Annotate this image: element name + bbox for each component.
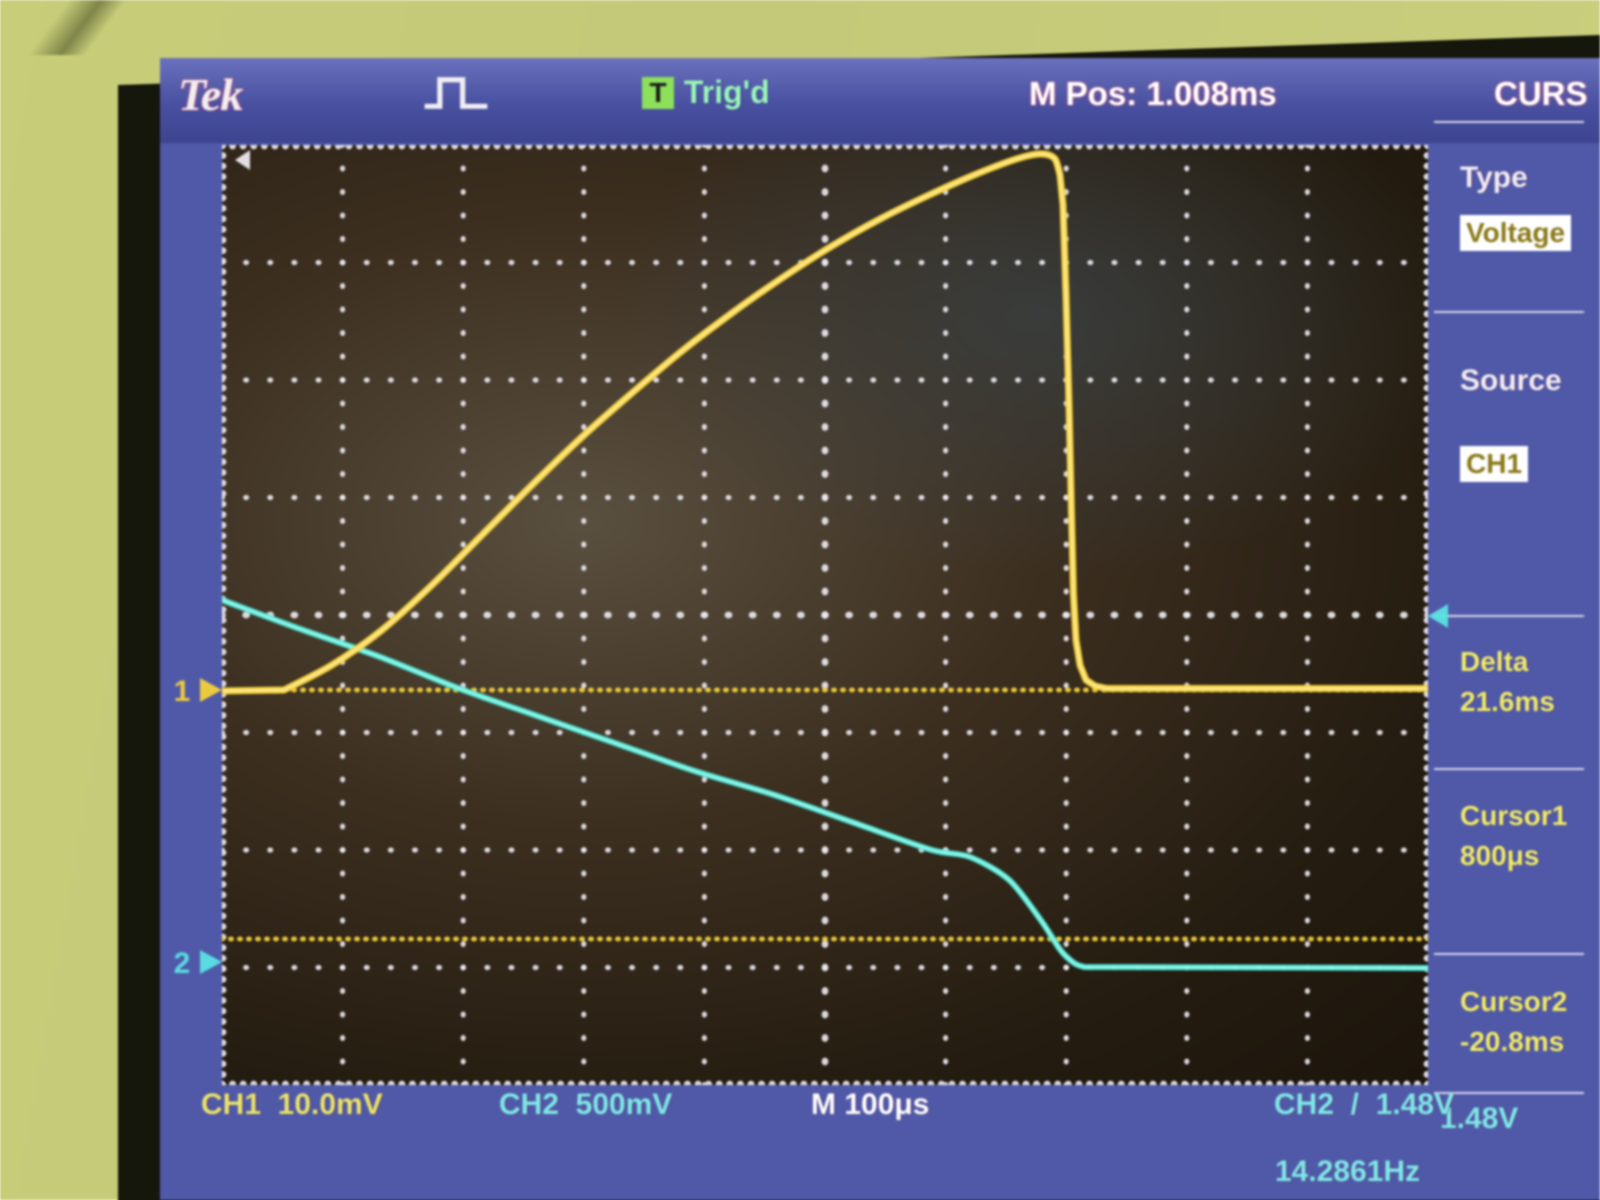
svg-text:2: 2: [174, 947, 191, 980]
svg-text:1: 1: [174, 675, 191, 708]
